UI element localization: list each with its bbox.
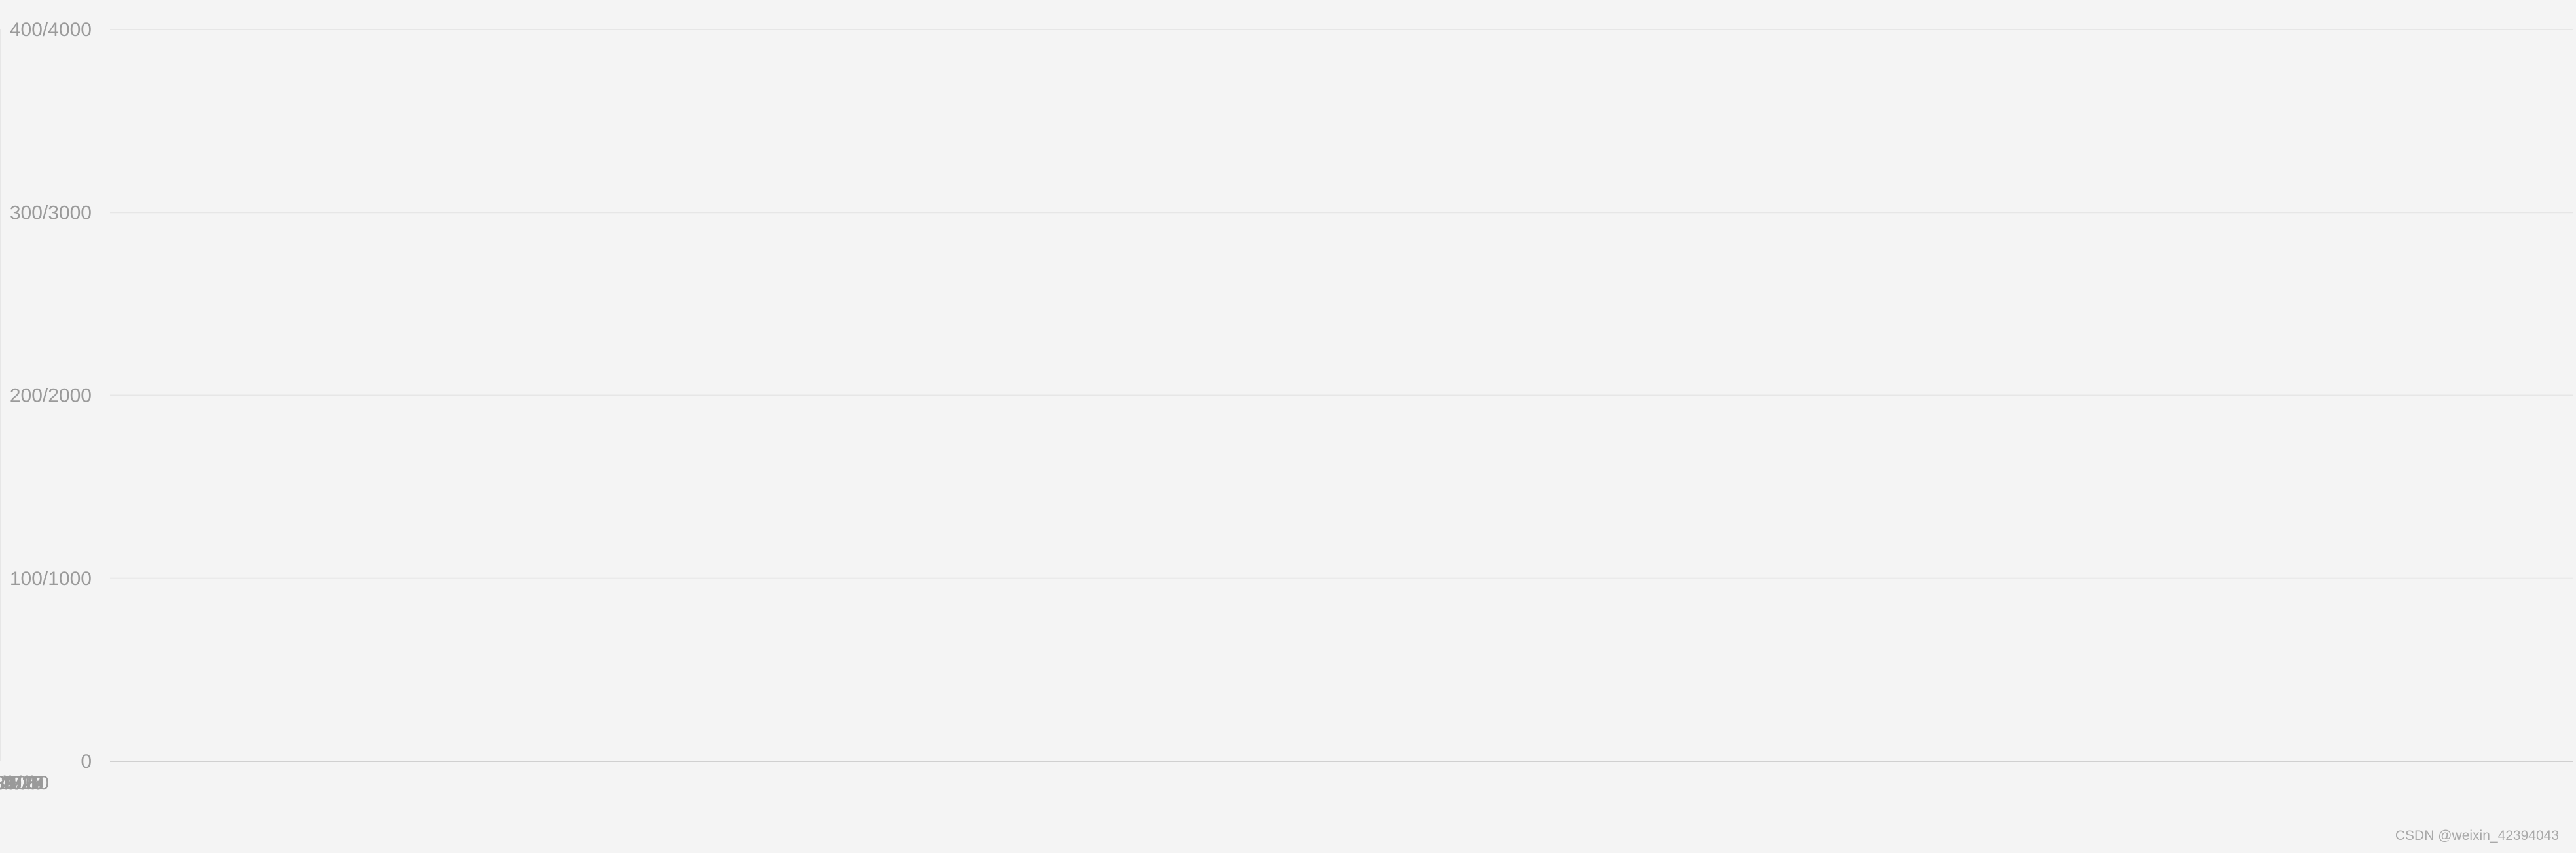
- x-tick-label: 2023/7/25: [0, 772, 44, 794]
- x-tick-label: 2023/8/22: [0, 772, 44, 794]
- y-tick-label: 200/2000: [10, 385, 92, 407]
- x-tick-label: 2023/9/5: [0, 772, 38, 794]
- watermark-text: CSDN @weixin_42394043: [2395, 828, 2559, 843]
- y-tick-label: 300/3000: [10, 202, 92, 223]
- x-tick-label: 2023/10/10: [0, 772, 49, 794]
- x-tick-label: 2023/8/8: [0, 772, 38, 794]
- x-tick-label: 2023/9/19: [0, 772, 44, 794]
- x-tick-label: 2023/10/3: [0, 772, 44, 794]
- x-tick-label: 2023/8/15: [0, 772, 44, 794]
- axis-layer: 0 100/1000 200/2000 300/3000 400/4000 2023/7/…: [0, 19, 2573, 794]
- x-tick-label: 2023/7/1: [0, 772, 38, 794]
- y-tick-label: 0: [81, 751, 92, 772]
- y-tick-label: 400/4000: [10, 19, 92, 41]
- x-tick-label: 2023/7/17: [0, 772, 44, 794]
- y-tick-label: 100/1000: [10, 568, 92, 590]
- x-tick-label: 2023/9/26: [0, 772, 44, 794]
- x-tick-label: 2023/8/1: [0, 772, 38, 794]
- x-tick-label: 2023/8/29: [0, 772, 44, 794]
- x-tick-label: 2023/9/12: [0, 772, 44, 794]
- grid-layer: [0, 29, 2573, 762]
